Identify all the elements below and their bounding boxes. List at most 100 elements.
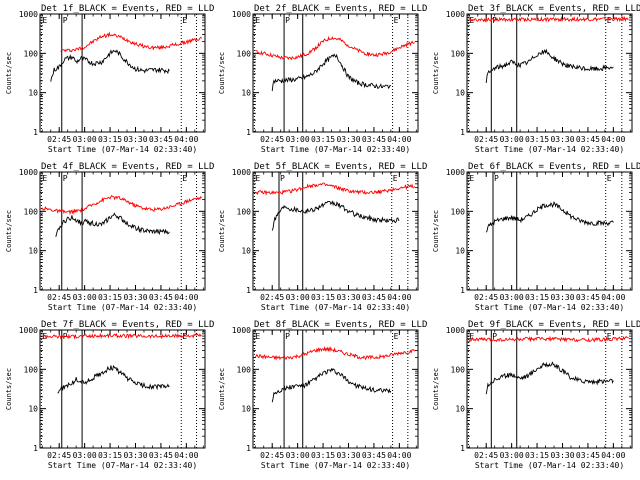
x-tick-label: 03:00 <box>73 293 97 302</box>
plot-frame <box>252 171 419 291</box>
x-axis-label: Start Time (07-Mar-14 02:33:40) <box>48 145 197 154</box>
x-tick-label: 03:00 <box>500 293 524 302</box>
event-marker-label: P <box>63 174 68 183</box>
lld-series-line <box>469 15 629 23</box>
chart-panel-5: Det 5f_BLACK = Events, RED = LLD 1 10 100 10… <box>218 162 427 312</box>
events-series-line <box>485 200 614 233</box>
x-tick-label: 03:30 <box>336 135 360 144</box>
event-marker-label: E <box>182 332 187 341</box>
event-marker-label: P <box>492 332 497 341</box>
y-tick-label: 1000 <box>19 326 38 335</box>
y-tick-label: 1000 <box>19 168 38 177</box>
x-tick-label: 04:00 <box>174 293 198 302</box>
x-axis-label: Start Time (07-Mar-14 02:33:40) <box>475 461 624 470</box>
y-tick-label: 1 <box>33 444 38 453</box>
event-marker-label: P <box>285 16 290 25</box>
chart-panel-7: Det 7f_BLACK = Events, RED = LLD 1 10 100 10… <box>5 320 214 470</box>
chart-panel-4: Det 4f_BLACK = Events, RED = LLD 1 10 100 10… <box>5 162 214 312</box>
x-tick-label: 03:30 <box>123 135 147 144</box>
x-tick-label: 03:30 <box>550 135 574 144</box>
y-tick-label: 1000 <box>446 326 465 335</box>
x-tick-label: 03:30 <box>550 451 574 460</box>
y-tick-label: 100 <box>451 49 466 58</box>
y-tick-label: 10 <box>455 247 465 256</box>
y-tick-label: 1 <box>33 128 38 137</box>
y-tick-label: 100 <box>451 207 466 216</box>
lld-series-line <box>255 35 415 61</box>
y-tick-label: 1000 <box>232 168 251 177</box>
x-tick-label: 03:45 <box>362 135 386 144</box>
x-tick-label: 03:45 <box>362 293 386 302</box>
y-tick-label: 1 <box>246 444 251 453</box>
x-tick-label: 04:00 <box>601 293 625 302</box>
events-series-line <box>50 49 170 82</box>
lld-series-line <box>42 332 202 340</box>
plot-frame <box>252 329 419 449</box>
plot-frame <box>466 13 633 133</box>
lld-series-line <box>60 31 202 53</box>
x-tick-label: 02:45 <box>260 293 284 302</box>
y-tick-label: 1 <box>460 444 465 453</box>
events-series-line <box>55 212 170 237</box>
x-tick-label: 02:45 <box>474 451 498 460</box>
plot-frame <box>39 171 206 291</box>
plot-frame <box>252 13 419 133</box>
y-tick-label: 10 <box>241 405 251 414</box>
events-series-line <box>57 364 170 394</box>
y-axis-label: Counts/sec <box>432 210 440 252</box>
event-marker-label: P <box>280 174 285 183</box>
event-marker-label: E <box>182 16 187 25</box>
x-tick-label: 03:45 <box>149 135 173 144</box>
x-tick-label: 04:00 <box>387 293 411 302</box>
x-tick-label: 03:30 <box>336 451 360 460</box>
event-marker-label: E <box>469 174 474 183</box>
chart-title: Det 9f_BLACK = Events, RED = LLD <box>468 320 640 330</box>
y-tick-label: 100 <box>24 365 39 374</box>
y-axis-label: Counts/sec <box>5 368 13 410</box>
x-axis-label: Start Time (07-Mar-14 02:33:40) <box>48 461 197 470</box>
x-tick-label: 02:45 <box>474 135 498 144</box>
x-tick-label: 04:00 <box>601 135 625 144</box>
event-marker-label: E <box>394 332 399 341</box>
lld-series-line <box>41 194 202 216</box>
event-marker-label: E <box>469 332 474 341</box>
events-series-line <box>271 200 400 231</box>
y-axis-label: Counts/sec <box>432 52 440 94</box>
x-tick-label: 02:45 <box>47 451 71 460</box>
x-tick-label: 03:00 <box>500 451 524 460</box>
chart-title: Det 2f_BLACK = Events, RED = LLD <box>254 4 427 14</box>
y-tick-label: 100 <box>237 49 252 58</box>
chart-panel-8: Det 8f_BLACK = Events, RED = LLD 1 10 100 10… <box>218 320 427 470</box>
plot-frame <box>466 171 633 291</box>
event-marker-label: E <box>607 332 612 341</box>
lld-series-line <box>254 182 415 197</box>
x-tick-label: 02:45 <box>47 135 71 144</box>
chart-title: Det 6f_BLACK = Events, RED = LLD <box>468 162 640 172</box>
event-marker-label: P <box>285 332 290 341</box>
x-tick-label: 03:15 <box>311 451 335 460</box>
x-tick-label: 03:45 <box>149 293 173 302</box>
y-tick-label: 1 <box>33 286 38 295</box>
event-marker-label: P <box>494 174 499 183</box>
chart-title: Det 5f_BLACK = Events, RED = LLD <box>254 162 427 172</box>
event-marker-label: P <box>63 16 68 25</box>
x-tick-label: 02:45 <box>474 293 498 302</box>
x-tick-label: 03:00 <box>500 135 524 144</box>
y-tick-label: 10 <box>455 405 465 414</box>
plot-frame <box>39 329 206 449</box>
chart-panel-1: Det 1f_BLACK = Events, RED = LLD 1 10 100 10… <box>5 4 214 154</box>
x-tick-label: 03:45 <box>576 135 600 144</box>
x-axis-label: Start Time (07-Mar-14 02:33:40) <box>475 145 624 154</box>
x-tick-label: 04:00 <box>174 135 198 144</box>
event-marker-label: E <box>255 174 260 183</box>
event-marker-label: E <box>42 174 47 183</box>
y-tick-label: 10 <box>28 89 38 98</box>
x-tick-label: 04:00 <box>387 451 411 460</box>
plot-frame <box>466 329 633 449</box>
x-tick-label: 03:30 <box>336 293 360 302</box>
events-series-line <box>485 361 614 395</box>
x-axis-label: Start Time (07-Mar-14 02:33:40) <box>261 303 410 312</box>
event-marker-label: E <box>607 174 612 183</box>
x-tick-label: 04:00 <box>387 135 411 144</box>
